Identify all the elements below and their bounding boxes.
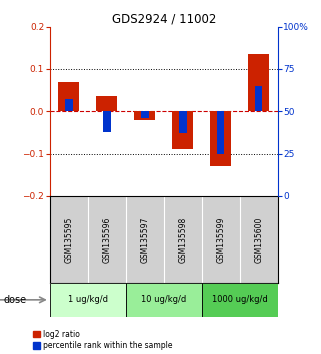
Bar: [217, 111, 224, 154]
Text: GSM135595: GSM135595: [64, 216, 73, 263]
Text: GSM135599: GSM135599: [216, 216, 225, 263]
Bar: [58, 81, 79, 111]
Text: GSM135600: GSM135600: [254, 216, 263, 263]
Bar: [65, 99, 73, 111]
Bar: [172, 111, 193, 149]
Text: GSM135598: GSM135598: [178, 216, 187, 263]
Text: GSM135597: GSM135597: [140, 216, 149, 263]
Bar: [103, 111, 110, 132]
Bar: [210, 111, 231, 166]
Text: dose: dose: [3, 295, 26, 305]
Bar: [96, 96, 117, 111]
Legend: log2 ratio, percentile rank within the sample: log2 ratio, percentile rank within the s…: [33, 330, 172, 350]
Bar: [179, 111, 187, 133]
Title: GDS2924 / 11002: GDS2924 / 11002: [111, 12, 216, 25]
Bar: [255, 86, 263, 111]
Text: GSM135596: GSM135596: [102, 216, 111, 263]
Text: 10 ug/kg/d: 10 ug/kg/d: [141, 295, 186, 304]
Text: 1000 ug/kg/d: 1000 ug/kg/d: [212, 295, 268, 304]
Bar: [202, 283, 278, 317]
Bar: [126, 283, 202, 317]
Bar: [50, 283, 126, 317]
Bar: [248, 54, 269, 111]
Bar: [134, 111, 155, 120]
Bar: [141, 111, 149, 118]
Text: 1 ug/kg/d: 1 ug/kg/d: [68, 295, 108, 304]
